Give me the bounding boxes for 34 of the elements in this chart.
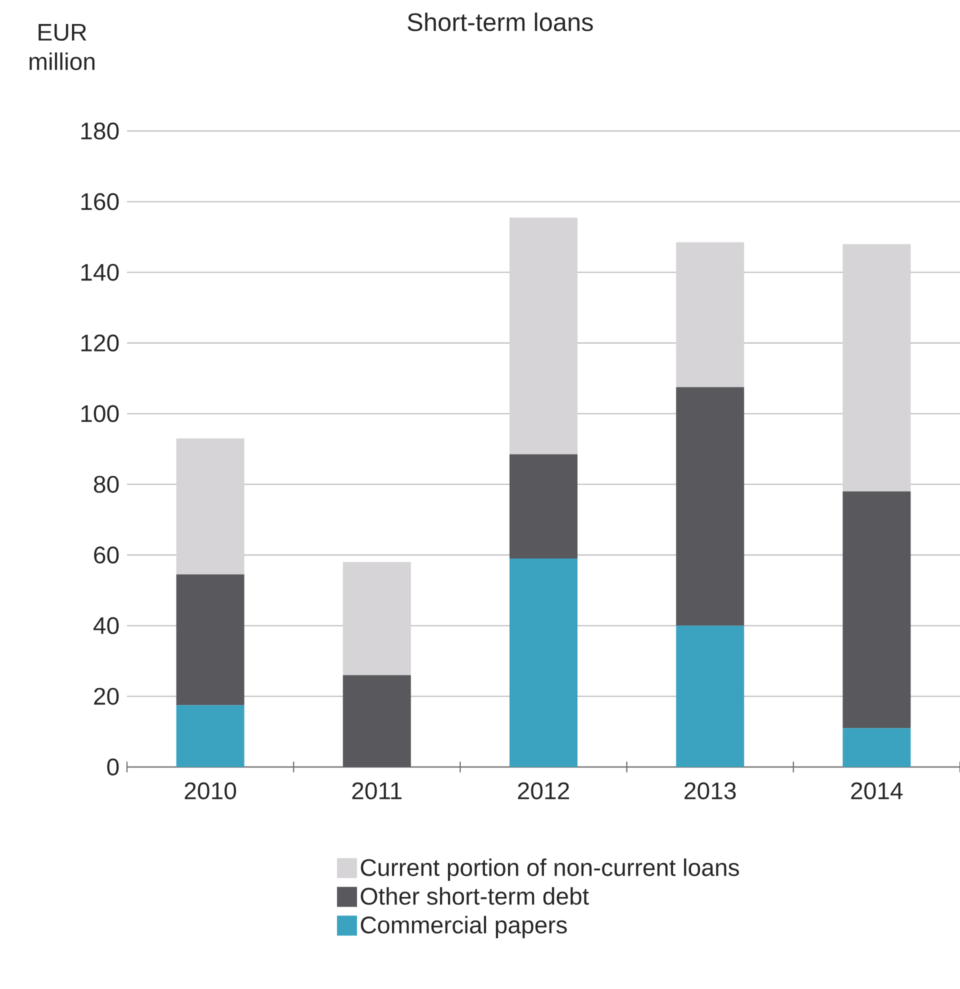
bar [509,218,578,454]
y-tick-label: 20 [94,688,119,705]
x-tick-label: 2013 [684,782,736,800]
y-tick-label: 140 [81,264,119,281]
y-tick-label: 180 [81,122,119,140]
legend-label: Commercial papers [360,916,567,938]
bar [676,387,744,626]
y-tick-label: 160 [81,193,119,210]
chart-title: Short-term loans [408,12,593,32]
y-tick-label: 120 [81,334,119,352]
bar [509,454,578,559]
bar [842,244,911,492]
bar [676,242,744,388]
y-tick-label: 80 [94,476,119,493]
bar [676,626,744,767]
bar [342,562,411,676]
y-tick-label: 40 [93,617,119,634]
legend-label: Current portion of non-current loans [360,858,739,881]
x-tick-label: 2011 [352,782,402,800]
y-axis-title: EUR million [30,24,94,70]
x-tick-label: 2012 [518,782,569,800]
legend-label: Other short-term debt [360,887,589,905]
bar [842,728,911,767]
bar [842,491,911,728]
x-tick-label: 2010 [184,782,236,800]
y-tick-label: 60 [94,546,119,564]
y-tick-label: 0 [107,758,119,776]
bar [342,675,411,767]
bar [509,558,578,767]
bar [176,438,244,574]
bar [176,574,244,706]
y-tick-label: 100 [81,405,119,422]
bar [176,705,244,767]
x-tick-label: 2014 [851,782,903,800]
